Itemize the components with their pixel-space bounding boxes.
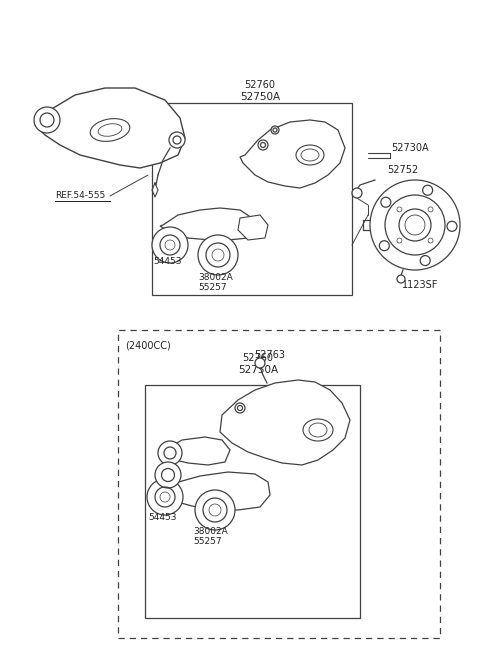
Text: 54453: 54453 xyxy=(153,258,181,266)
Circle shape xyxy=(198,235,238,275)
Circle shape xyxy=(258,140,268,150)
Circle shape xyxy=(381,197,391,207)
Text: 38002A: 38002A xyxy=(193,527,228,537)
Circle shape xyxy=(447,221,457,232)
Text: 1123SF: 1123SF xyxy=(402,280,438,290)
Text: REF.54-555: REF.54-555 xyxy=(55,192,105,201)
Circle shape xyxy=(158,441,182,465)
Ellipse shape xyxy=(90,119,130,142)
Text: 54453: 54453 xyxy=(148,512,177,522)
Circle shape xyxy=(195,490,235,530)
Bar xyxy=(118,330,440,638)
Text: 52760: 52760 xyxy=(242,353,274,363)
Circle shape xyxy=(152,227,188,263)
Circle shape xyxy=(169,132,185,148)
Ellipse shape xyxy=(303,419,333,441)
Text: 52750A: 52750A xyxy=(240,92,280,102)
Polygon shape xyxy=(238,215,268,240)
Text: 55257: 55257 xyxy=(193,537,222,546)
Circle shape xyxy=(255,358,265,368)
Circle shape xyxy=(423,185,432,195)
Bar xyxy=(145,385,360,618)
Polygon shape xyxy=(158,472,270,510)
Circle shape xyxy=(379,241,389,251)
Polygon shape xyxy=(220,380,350,465)
Polygon shape xyxy=(163,437,230,465)
Circle shape xyxy=(155,462,181,488)
Text: 52763: 52763 xyxy=(254,350,286,360)
Text: 52730A: 52730A xyxy=(391,143,429,153)
Text: (2400CC): (2400CC) xyxy=(125,340,171,350)
Circle shape xyxy=(147,479,183,515)
Polygon shape xyxy=(240,120,345,188)
Polygon shape xyxy=(35,88,185,168)
Circle shape xyxy=(420,256,430,266)
Circle shape xyxy=(370,180,460,270)
Ellipse shape xyxy=(296,145,324,165)
Circle shape xyxy=(352,188,362,198)
Circle shape xyxy=(271,126,279,134)
Circle shape xyxy=(235,403,245,413)
Text: 52752: 52752 xyxy=(387,165,419,175)
Text: 52750A: 52750A xyxy=(238,365,278,375)
Circle shape xyxy=(397,275,405,283)
Circle shape xyxy=(34,107,60,133)
Bar xyxy=(152,103,352,295)
Text: 38002A: 38002A xyxy=(198,272,233,281)
Text: 52760: 52760 xyxy=(244,80,276,90)
Text: 55257: 55257 xyxy=(198,283,227,291)
Polygon shape xyxy=(160,208,255,240)
